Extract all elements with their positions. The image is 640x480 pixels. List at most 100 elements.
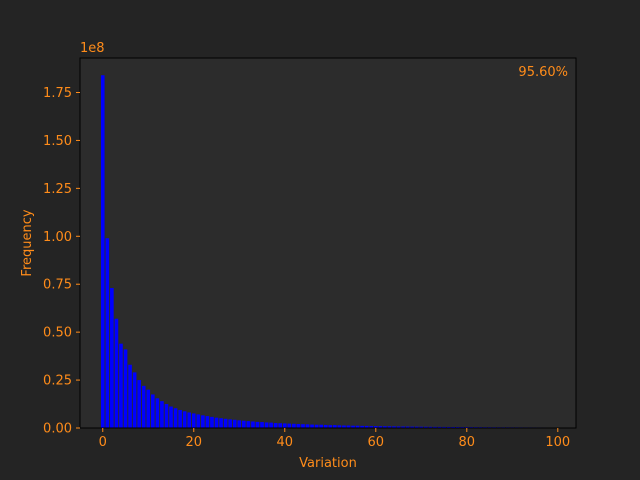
bar [141, 385, 146, 428]
y-tick-label: 0.50 [43, 326, 72, 341]
bar [169, 406, 173, 428]
bar [428, 426, 433, 428]
bar [287, 423, 292, 428]
bar [110, 288, 114, 428]
plot-frame [79, 57, 577, 429]
coverage-annotation: 95.60% [518, 65, 568, 80]
bar [137, 380, 141, 428]
bar [173, 408, 178, 428]
bar [446, 426, 451, 428]
y-tick-label: 1.75 [43, 86, 72, 101]
bar [342, 425, 346, 428]
y-tick-label: 0.25 [43, 374, 72, 389]
bar [187, 412, 192, 428]
bar [305, 424, 310, 428]
bar [296, 423, 301, 428]
bar [205, 416, 210, 428]
bar [114, 318, 119, 428]
bar [396, 426, 401, 428]
bar [201, 415, 205, 428]
plot-area [80, 58, 576, 428]
bar [191, 413, 196, 428]
bar [214, 417, 219, 428]
y-tick-label: 0.00 [43, 422, 72, 437]
bar [128, 364, 132, 428]
x-tick-label: 80 [459, 435, 476, 450]
bar [355, 425, 360, 428]
bar [246, 421, 251, 428]
bar [178, 409, 182, 428]
bar [164, 404, 169, 428]
bar [369, 426, 374, 428]
x-tick-label: 60 [368, 435, 385, 450]
bar [333, 425, 337, 428]
bar [182, 411, 187, 428]
bar [346, 425, 351, 428]
y-tick-label: 0.75 [43, 278, 72, 293]
y-tick-label: 1.25 [43, 182, 72, 197]
bar [160, 401, 164, 428]
bar [219, 418, 223, 428]
y-axis-ticks: 0.00 0.25 0.50 0.75 1.00 1.25 1.50 1.75 [43, 86, 80, 437]
bar [401, 426, 405, 428]
bar [146, 389, 151, 428]
bar [424, 426, 428, 428]
bar [323, 424, 328, 428]
bar [314, 424, 319, 428]
bar [337, 425, 342, 428]
bar [437, 426, 442, 428]
y-axis-label: Frequency [20, 209, 35, 276]
bar [132, 372, 137, 428]
bar [237, 420, 242, 428]
bar [301, 424, 305, 428]
bar [100, 75, 105, 428]
bar [232, 419, 237, 428]
bar [123, 349, 128, 428]
bar [119, 343, 123, 428]
bar [328, 425, 333, 428]
x-tick-label: 100 [545, 435, 570, 450]
bar [351, 425, 355, 428]
bar [387, 426, 392, 428]
bar [210, 416, 214, 428]
y-offset-text: 1e8 [80, 41, 105, 56]
bar [410, 426, 414, 428]
x-axis-ticks: 0 20 40 60 80 100 [99, 428, 570, 450]
bar [405, 426, 410, 428]
x-axis-label: Variation [299, 456, 357, 471]
bar [251, 421, 255, 428]
bar [383, 426, 387, 428]
bar [360, 425, 364, 428]
bar [260, 422, 264, 428]
bar [196, 414, 201, 428]
bar [242, 420, 246, 428]
bar [255, 421, 260, 428]
x-tick-label: 0 [99, 435, 107, 450]
bar [319, 424, 323, 428]
bar [282, 423, 287, 428]
bar [105, 238, 110, 428]
bar [155, 398, 160, 428]
bar [364, 425, 369, 428]
y-tick-label: 1.50 [43, 134, 72, 149]
bar [228, 419, 232, 428]
bar [433, 426, 437, 428]
bar [273, 423, 278, 428]
bar [378, 426, 383, 428]
bar [373, 426, 378, 428]
x-tick-label: 20 [185, 435, 202, 450]
x-tick-label: 40 [276, 435, 293, 450]
bar [278, 423, 283, 428]
bar [419, 426, 424, 428]
bar [269, 422, 273, 428]
bar [223, 418, 228, 428]
bar [310, 424, 314, 428]
bars-group [100, 75, 556, 428]
y-tick-label: 1.00 [43, 230, 72, 245]
bar [292, 423, 296, 428]
bar [392, 426, 396, 428]
bar [150, 394, 155, 428]
bar [264, 422, 269, 428]
bar [414, 426, 419, 428]
